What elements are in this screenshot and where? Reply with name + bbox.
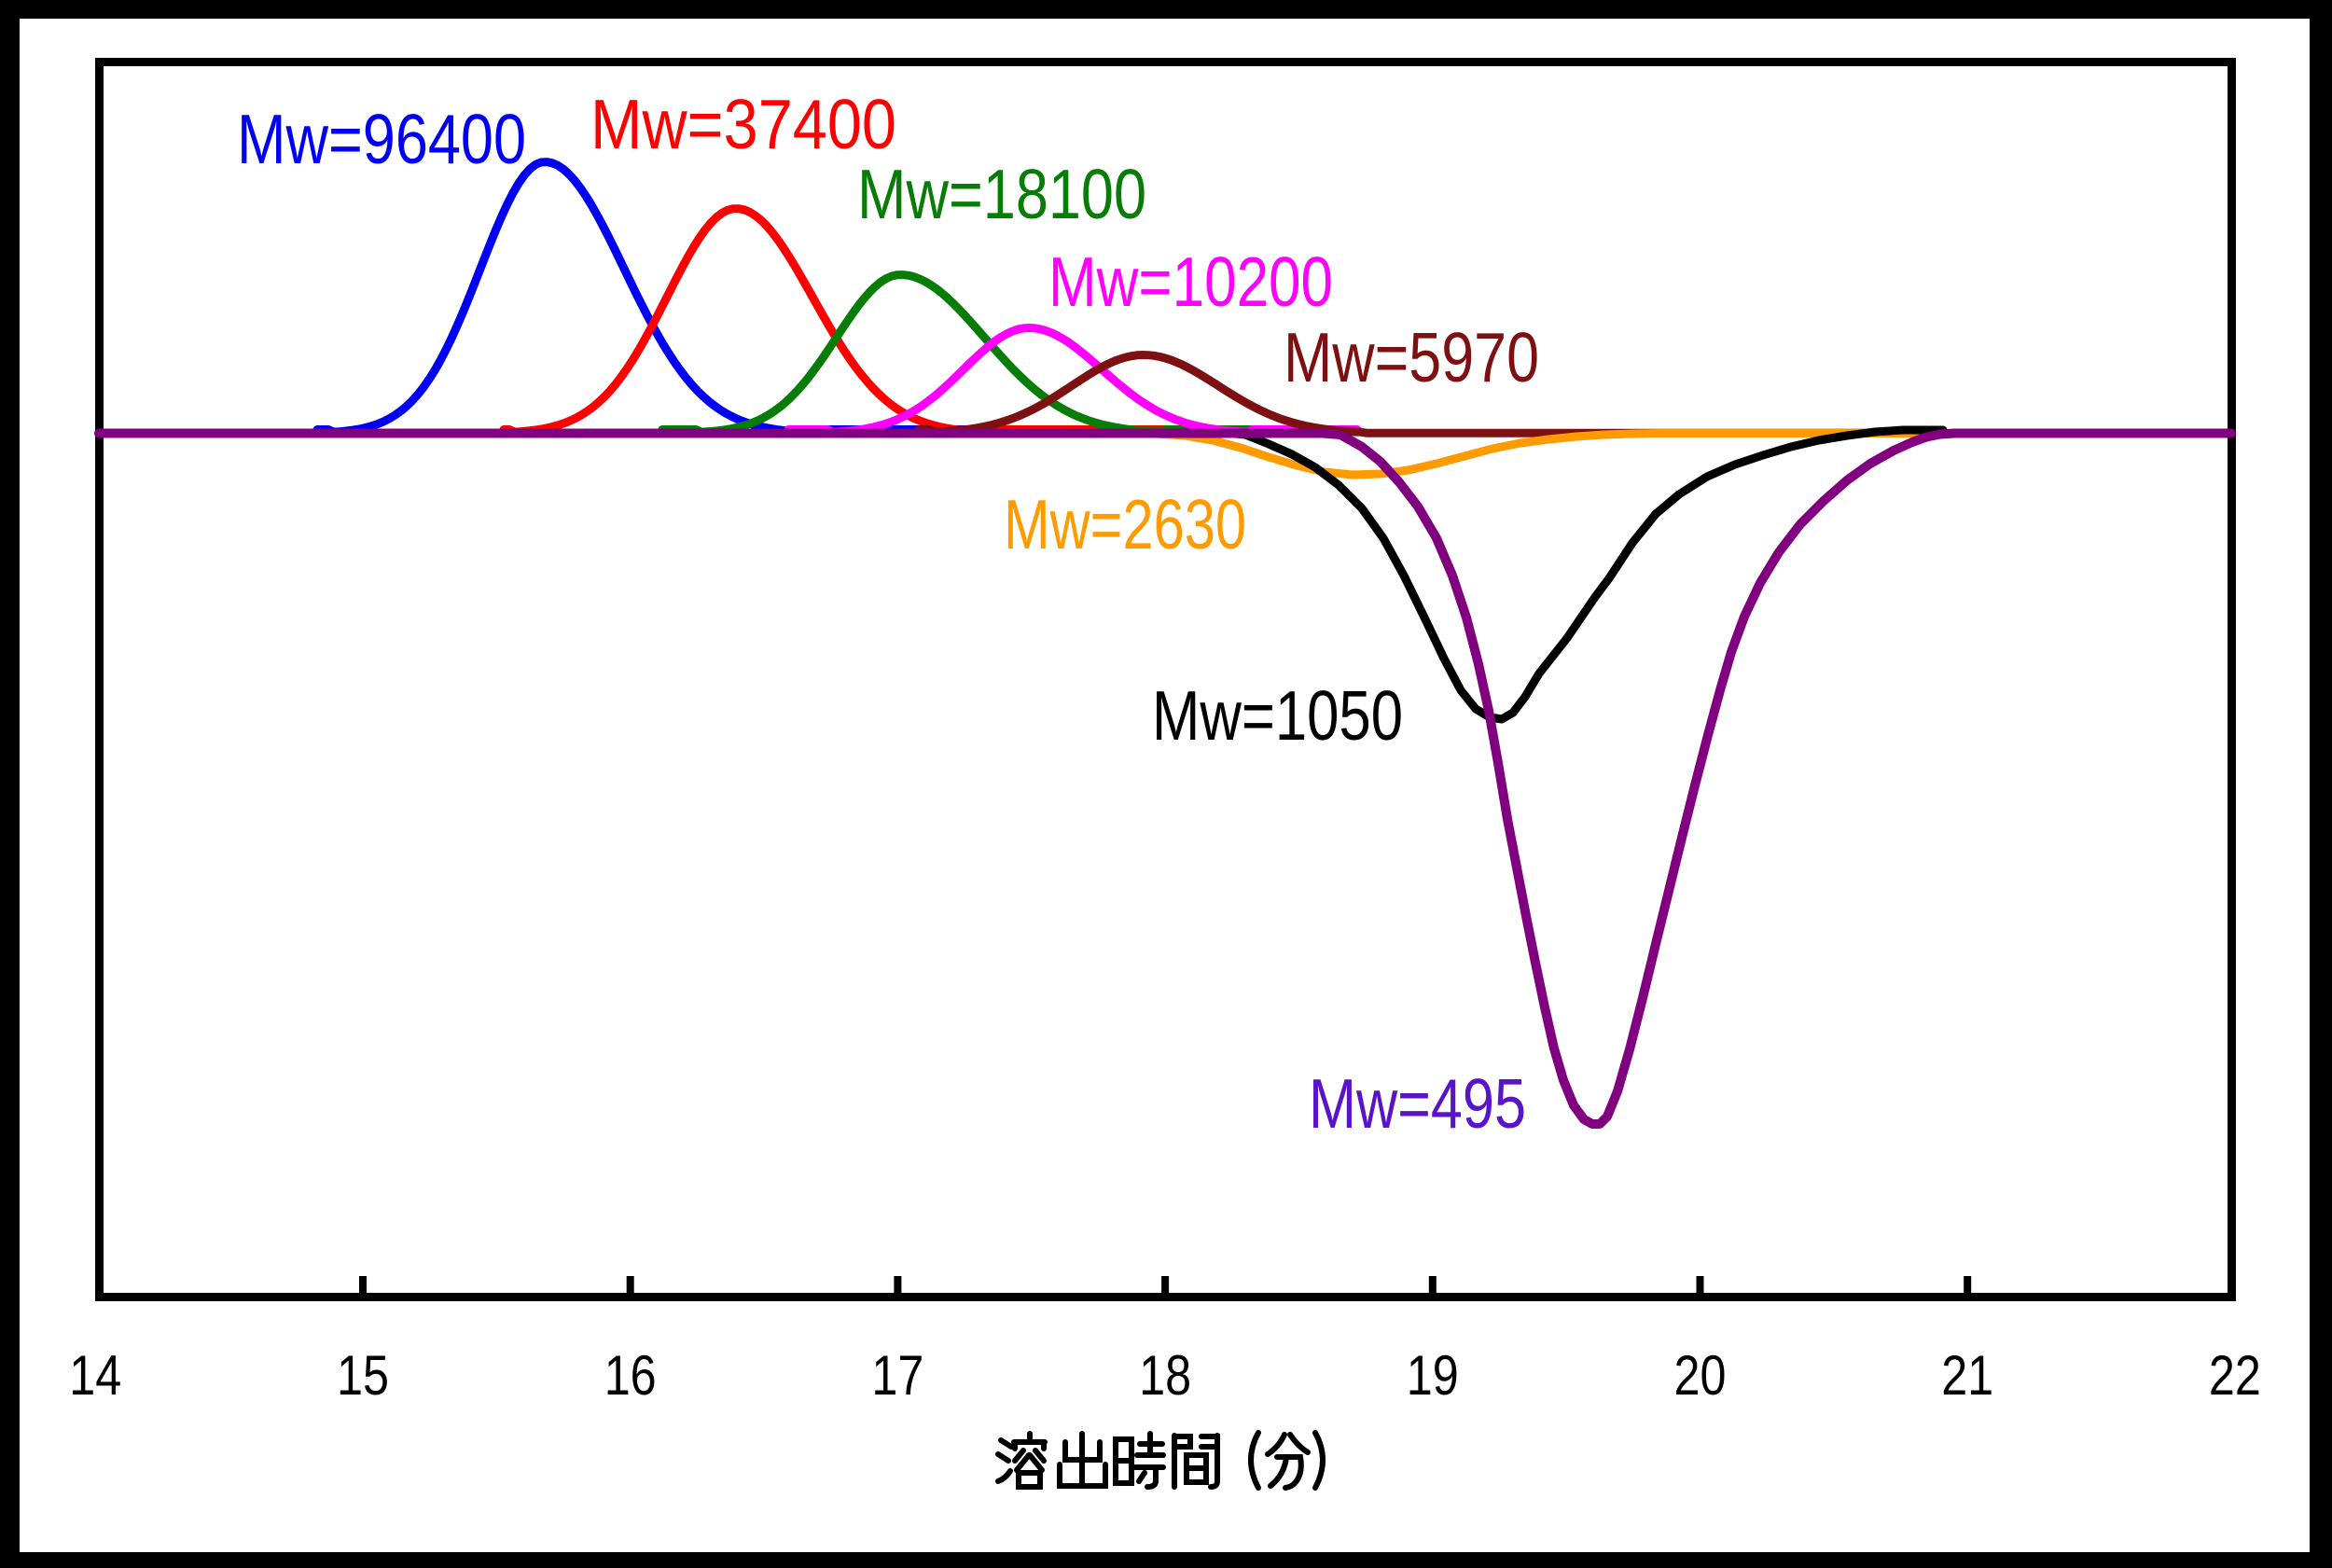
svg-text:Mw=37400: Mw=37400	[590, 85, 896, 163]
svg-text:Mw=1050: Mw=1050	[1152, 676, 1403, 755]
svg-text:18: 18	[1139, 1344, 1191, 1407]
svg-text:14: 14	[69, 1344, 121, 1407]
svg-text:21: 21	[1941, 1344, 1993, 1407]
svg-text:Mw=96400: Mw=96400	[237, 100, 526, 178]
svg-text:Mw=5970: Mw=5970	[1284, 318, 1539, 396]
svg-text:Mw=495: Mw=495	[1309, 1064, 1526, 1143]
svg-text:15: 15	[337, 1344, 389, 1407]
svg-text:22: 22	[2209, 1344, 2261, 1407]
svg-text:17: 17	[871, 1344, 923, 1407]
svg-text:Mw=18100: Mw=18100	[857, 155, 1146, 233]
svg-text:Mw=10200: Mw=10200	[1048, 243, 1333, 321]
svg-text:19: 19	[1407, 1344, 1459, 1407]
svg-text:Mw=2630: Mw=2630	[1004, 485, 1246, 563]
svg-text:16: 16	[604, 1344, 657, 1407]
svg-text:20: 20	[1674, 1344, 1727, 1407]
